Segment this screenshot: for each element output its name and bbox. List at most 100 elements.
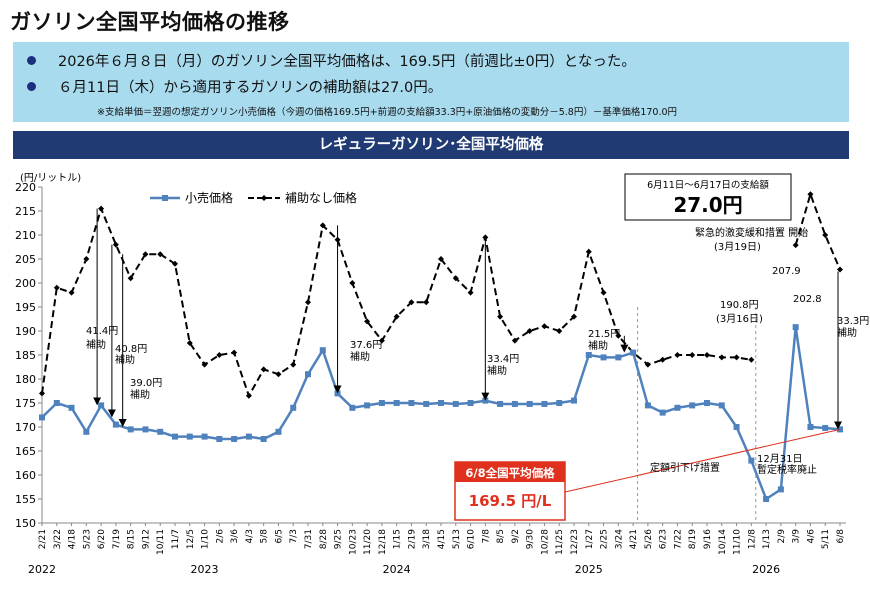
- retail-price-point: [718, 402, 725, 409]
- x-tick-label: 8/28: [319, 529, 329, 549]
- retail-price-point: [763, 496, 770, 502]
- current-price-label: 6/8全国平均価格: [465, 466, 555, 480]
- y-tick-label: 170: [15, 421, 36, 434]
- legend: 小売価格 補助なし価格: [150, 190, 357, 205]
- x-tick-label: 6/8: [836, 529, 846, 544]
- x-tick-label: 8/19: [688, 529, 698, 549]
- retail-price-point: [822, 424, 829, 431]
- x-tick-label: 5/8: [260, 529, 270, 544]
- retail-price-point: [245, 433, 252, 440]
- x-tick-label: 6/5: [274, 529, 284, 543]
- x-tick-label: 1/10: [201, 529, 211, 549]
- unsubsidized-price-point: [556, 328, 563, 334]
- unsubsidized-price-point: [201, 361, 208, 368]
- unsubsidized-price-point: [142, 251, 149, 258]
- retail-price-point: [748, 457, 755, 464]
- subsidy-period-label: 6月11日～6月17日の支給額: [647, 179, 769, 191]
- year-label: 2022: [28, 563, 56, 576]
- annotation-label: 202.8: [793, 294, 822, 305]
- annotation-sublabel: (3月19日): [714, 241, 761, 253]
- unsubsidized-price-point: [704, 352, 710, 358]
- summary-note: ※支給単価＝翌週の想定ガソリン小売価格（今週の価格169.5円+前週の支給額33…: [97, 107, 678, 118]
- summary-bullet-1: 2026年６月８日（月）のガソリン全国平均価格は、169.5円（前週比±0円）と…: [27, 50, 636, 71]
- annotation-sublabel: 補助: [837, 326, 857, 339]
- retail-price-point: [364, 402, 371, 409]
- unsubsidized-price-point: [157, 251, 164, 258]
- retail-price-point: [659, 409, 666, 416]
- y-tick-label: 165: [15, 445, 36, 458]
- chart-title-banner: レギュラーガソリン･全国平均価格: [13, 131, 849, 159]
- unsubsidized-price-point: [822, 232, 829, 238]
- unsubsidized-price-point: [526, 328, 533, 334]
- unsubsidized-price-point: [674, 352, 681, 358]
- unsubsidized-price-point: [438, 256, 444, 262]
- x-tick-label: 7/3: [289, 529, 299, 543]
- unsubsidized-price-point: [423, 299, 430, 306]
- year-label: 2025: [575, 563, 603, 576]
- x-tick-label: 3/6: [230, 529, 240, 544]
- retail-price-point: [571, 397, 577, 404]
- retail-price-point: [807, 424, 814, 430]
- annotation-sublabel: 補助: [487, 364, 507, 377]
- x-tick-label: 4/15: [437, 529, 447, 549]
- unsubsidized-price-point: [511, 337, 518, 344]
- annotation-label: 12月31日: [757, 453, 802, 465]
- x-tick-label: 4/3: [245, 529, 255, 543]
- unsubsidized-price-point: [408, 299, 415, 306]
- subsidy-amount-value: 27.0円: [673, 193, 742, 217]
- y-tick-label: 220: [15, 181, 36, 194]
- unsubsidized-price-point: [541, 323, 548, 330]
- unsubsidized-price-point: [600, 289, 607, 296]
- retail-price-point: [674, 404, 681, 411]
- y-tick-label: 160: [15, 469, 36, 482]
- retail-price-point: [378, 400, 385, 406]
- x-tick-label: 4/6: [806, 529, 816, 544]
- x-tick-label: 10/23: [348, 529, 358, 555]
- unsubsidized-price-point: [748, 356, 755, 363]
- retail-price-point: [201, 433, 208, 440]
- retail-price-point: [112, 421, 119, 428]
- current-price-leader: [564, 428, 841, 493]
- retail-price-line: [41, 326, 841, 501]
- x-tick-label: 3/18: [422, 529, 432, 549]
- y-tick-label: 205: [15, 253, 36, 266]
- y-tick-label: 175: [15, 397, 36, 410]
- subsidy-amount-box: [624, 173, 792, 221]
- retail-price-point: [792, 324, 799, 331]
- unsubsidized-price-point: [393, 313, 400, 320]
- page-title: ガソリン全国平均価格の推移: [10, 10, 290, 34]
- unsubsidized-price-point: [837, 266, 843, 273]
- unsubsidized-price-point: [364, 318, 371, 325]
- annotation-label: 33.4円: [487, 354, 519, 365]
- x-tick-label: 2/6: [215, 529, 225, 544]
- retail-price-point: [305, 371, 311, 378]
- x-tick-label: 8/5: [496, 529, 506, 543]
- x-tick-label: 9/30: [526, 529, 536, 549]
- annotation-label: 緊急的激変緩和措置 開始: [695, 226, 808, 239]
- x-tick-label: 8/15: [127, 529, 137, 549]
- x-tick-label: 9/25: [334, 529, 344, 549]
- unsubsidized-price-point: [807, 191, 814, 198]
- x-tick-label: 11/7: [171, 529, 181, 549]
- x-tick-label: 3/24: [614, 529, 624, 549]
- legend-retail-label: 小売価格: [185, 190, 233, 205]
- unsubsidized-price-point: [68, 289, 75, 296]
- x-tick-label: 7/19: [112, 529, 122, 549]
- retail-price-point: [349, 404, 356, 411]
- y-axis-title: (円/リットル): [20, 173, 81, 184]
- x-tick-label: 10/28: [540, 529, 550, 555]
- x-tick-label: 10/11: [156, 529, 166, 555]
- y-tick-label: 180: [15, 373, 36, 386]
- legend-unsub-label: 補助なし価格: [285, 190, 357, 205]
- y-tick-label: 190: [15, 325, 36, 338]
- annotation-label: 33.3円: [837, 316, 869, 327]
- retail-price-point: [615, 354, 622, 361]
- unsubsidized-price-point: [718, 354, 725, 361]
- bullet-icon: [27, 56, 36, 65]
- annotation-label: 39.0円: [130, 378, 162, 389]
- retail-price-point: [142, 426, 149, 433]
- current-price-header: [455, 462, 565, 482]
- x-tick-label: 1/13: [762, 529, 772, 549]
- x-tick-label: 11/10: [733, 529, 743, 555]
- retail-price-point: [630, 349, 637, 356]
